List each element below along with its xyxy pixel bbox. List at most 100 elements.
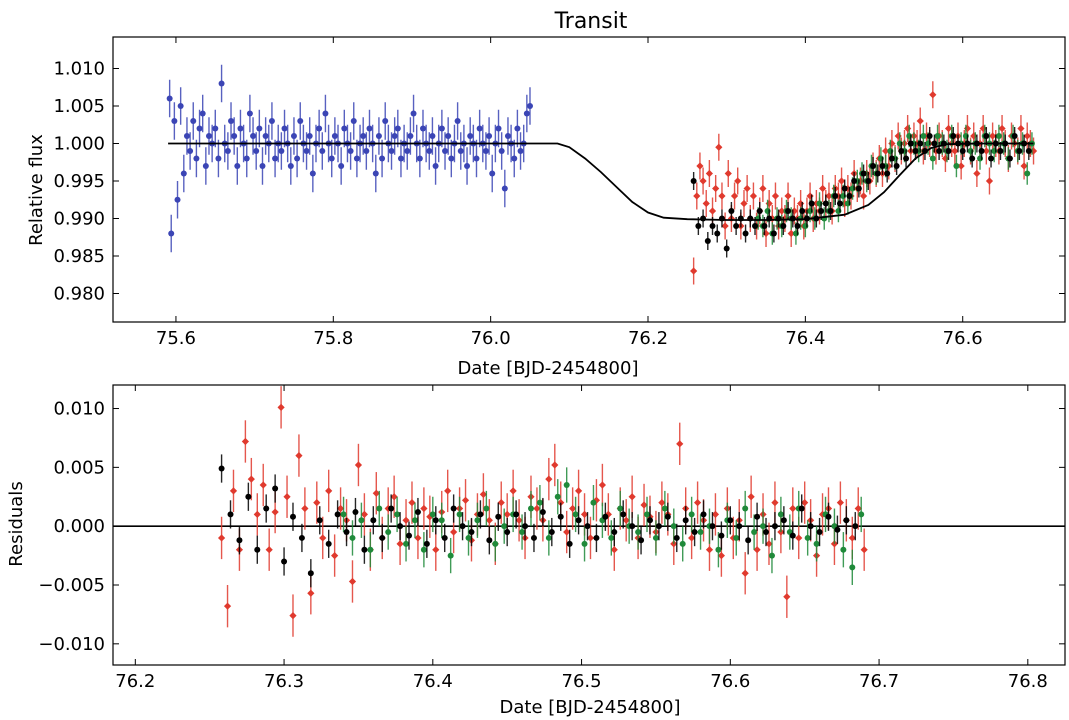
data-point bbox=[382, 118, 389, 124]
data-point bbox=[492, 540, 499, 547]
data-point bbox=[259, 481, 267, 489]
data-point bbox=[682, 517, 689, 524]
y-tick-label: −0.005 bbox=[38, 575, 105, 596]
data-point bbox=[808, 200, 815, 207]
data-point bbox=[349, 534, 356, 541]
data-point bbox=[934, 133, 941, 139]
data-point bbox=[920, 133, 927, 139]
y-tick-label: 0.990 bbox=[53, 209, 105, 230]
data-point bbox=[325, 487, 333, 495]
x-tick-label: 76.4 bbox=[413, 671, 453, 692]
data-point bbox=[695, 223, 702, 229]
data-point bbox=[322, 110, 329, 117]
data-point bbox=[563, 528, 571, 536]
data-point bbox=[511, 155, 518, 162]
data-point bbox=[951, 147, 959, 155]
data-point bbox=[316, 125, 323, 132]
data-point bbox=[825, 513, 832, 520]
data-point bbox=[646, 517, 653, 524]
data-point bbox=[223, 602, 232, 610]
x-axis-label-top: Date [BJD-2454800] bbox=[458, 358, 639, 379]
data-point bbox=[717, 551, 725, 560]
data-point bbox=[366, 125, 373, 132]
data-point bbox=[628, 493, 636, 501]
series-1-bottom bbox=[340, 467, 865, 585]
data-point bbox=[563, 482, 570, 488]
data-point bbox=[1011, 133, 1018, 139]
data-point bbox=[403, 540, 410, 547]
data-point bbox=[784, 192, 792, 200]
data-point bbox=[903, 155, 910, 162]
data-point bbox=[190, 118, 197, 124]
data-point bbox=[408, 499, 416, 507]
data-point bbox=[771, 499, 779, 507]
data-point bbox=[498, 148, 505, 154]
data-point bbox=[354, 461, 363, 469]
data-point bbox=[548, 529, 555, 536]
data-point bbox=[503, 510, 511, 519]
y-axis-label-bottom: Residuals bbox=[6, 481, 27, 566]
data-point bbox=[998, 124, 1006, 133]
data-point bbox=[688, 511, 695, 518]
data-point bbox=[411, 517, 418, 524]
x-tick-label: 76.4 bbox=[785, 328, 825, 349]
data-point bbox=[709, 223, 716, 229]
data-point bbox=[482, 148, 489, 154]
x-tick-label: 76.0 bbox=[471, 328, 511, 349]
data-point bbox=[196, 125, 203, 132]
data-point bbox=[756, 208, 763, 214]
data-point bbox=[807, 523, 814, 530]
data-point bbox=[171, 118, 178, 124]
data-point bbox=[670, 523, 677, 530]
data-point bbox=[893, 163, 900, 169]
data-point bbox=[513, 511, 520, 518]
data-point bbox=[295, 451, 303, 460]
data-point bbox=[407, 133, 414, 139]
data-point bbox=[813, 540, 820, 547]
data-point bbox=[187, 148, 194, 154]
data-point bbox=[438, 125, 445, 132]
data-point bbox=[644, 511, 651, 518]
data-point bbox=[586, 534, 595, 542]
data-point bbox=[580, 510, 589, 519]
data-point bbox=[743, 184, 751, 193]
data-point bbox=[241, 437, 249, 446]
data-point bbox=[340, 511, 347, 518]
data-point bbox=[858, 511, 865, 518]
data-point bbox=[350, 118, 357, 124]
data-point bbox=[752, 223, 759, 229]
x-tick-label: 76.5 bbox=[562, 671, 602, 692]
data-point bbox=[334, 511, 341, 518]
data-point bbox=[180, 170, 187, 177]
data-point bbox=[604, 510, 612, 519]
data-point bbox=[557, 513, 564, 520]
data-point bbox=[664, 513, 671, 520]
data-point bbox=[281, 125, 288, 132]
data-point bbox=[888, 139, 896, 148]
data-point bbox=[679, 540, 686, 547]
data-point bbox=[770, 230, 777, 237]
data-point bbox=[298, 534, 305, 541]
data-point bbox=[229, 487, 238, 495]
data-point bbox=[638, 537, 645, 544]
data-point bbox=[620, 511, 627, 518]
data-point bbox=[495, 125, 502, 132]
data-point bbox=[459, 523, 466, 530]
data-point bbox=[697, 529, 704, 536]
data-point bbox=[741, 569, 749, 577]
data-point bbox=[622, 516, 630, 524]
x-axis-label-bottom: Date [BJD-2454800] bbox=[500, 697, 681, 718]
data-point bbox=[394, 511, 401, 518]
x-tick-label: 76.6 bbox=[710, 671, 750, 692]
data-point bbox=[724, 169, 732, 178]
data-point bbox=[432, 517, 439, 524]
data-point bbox=[423, 540, 430, 547]
data-point bbox=[780, 517, 787, 524]
data-point bbox=[843, 517, 850, 524]
data-point bbox=[840, 546, 847, 553]
data-point bbox=[514, 125, 521, 132]
data-point bbox=[545, 475, 553, 483]
y-tick-label: 1.010 bbox=[53, 59, 105, 80]
data-point bbox=[215, 155, 222, 162]
plot-area-bottom: 76.2 76.3 76.4 76.5 76.6 76.7 76.8 −0.010 −0.005… bbox=[38, 384, 1066, 692]
